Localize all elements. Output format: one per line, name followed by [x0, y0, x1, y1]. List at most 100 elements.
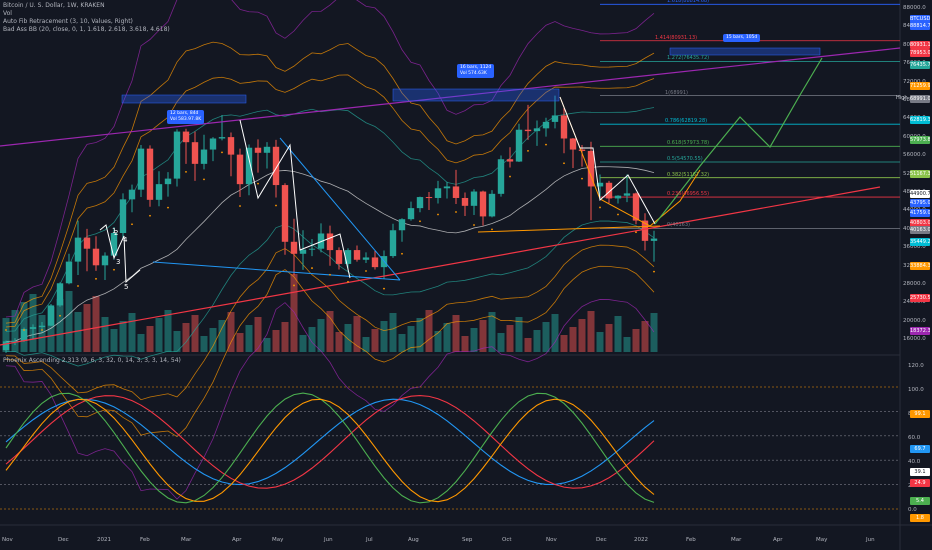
volume-bar	[533, 330, 541, 352]
trendline-orange	[477, 225, 661, 233]
candle-body	[200, 149, 208, 164]
box-1-line-1: 12 bars, 84d	[170, 111, 199, 116]
sar-dot	[653, 270, 655, 273]
price-tag: 35449.2	[910, 238, 930, 246]
candle-body	[65, 261, 73, 284]
sar-dot	[293, 284, 295, 287]
bollinger-band	[5, 166, 655, 342]
candle-body	[164, 178, 172, 185]
candle-body	[371, 257, 379, 268]
legend-fib[interactable]: Auto Fib Retracement (3, 10, Values, Rig…	[3, 18, 133, 25]
candle-body	[605, 182, 613, 199]
volume-bar	[497, 333, 505, 352]
volume-bar	[308, 327, 316, 352]
trendline-blue-2	[279, 137, 401, 281]
volume-bar	[416, 318, 424, 352]
candle-body	[38, 325, 46, 328]
price-tag: 1.8	[910, 514, 930, 522]
volume-bar	[335, 332, 343, 352]
volume-bar	[254, 317, 262, 352]
candle-body	[47, 305, 55, 326]
time-axis-label: Jun	[324, 537, 333, 543]
oscillator-axis-label: 0.0	[908, 507, 917, 513]
legend-oscillator[interactable]: Phoenix Ascending 2.313 (9, 6, 3, 32, 0,…	[3, 357, 181, 364]
volume-bar	[317, 319, 325, 352]
volume-bar	[173, 331, 181, 352]
fib-level-label: 0.236(46956.55)	[667, 191, 710, 198]
bollinger-band	[5, 299, 655, 500]
box-2-line-2: Vol 574.63K	[460, 71, 487, 76]
wave-label-4: 4	[123, 236, 128, 244]
volume-bar	[245, 325, 253, 352]
volume-bar	[542, 322, 550, 352]
candle-body	[128, 189, 136, 200]
legend-symbol[interactable]: Bitcoin / U. S. Dollar, 1W, KRAKEN	[3, 2, 105, 9]
time-axis-label: Mar	[731, 537, 742, 543]
volume-bar	[191, 315, 199, 352]
time-axis-label: Oct	[502, 537, 512, 543]
sar-dot	[77, 285, 79, 287]
legend-bb[interactable]: Bad Ass BB (20, close, 0, 1, 1.618, 2.61…	[3, 26, 170, 33]
volume-bar	[479, 320, 487, 352]
oscillator-series	[5, 398, 655, 486]
volume-bar	[362, 337, 370, 352]
legend-vol[interactable]: Vol	[3, 10, 12, 17]
range-box-label-1: 12 bars, 84d Vol 583.97.8K	[167, 110, 205, 124]
volume-bar	[605, 324, 613, 352]
candle-body	[2, 341, 10, 351]
range-box-1	[121, 94, 247, 104]
bollinger-band	[5, 0, 655, 318]
candle-body	[11, 340, 19, 342]
volume-bar	[38, 315, 46, 352]
price-tag: 43795.0	[910, 199, 930, 207]
time-axis-label: Sep	[462, 537, 473, 543]
candle-body	[56, 283, 64, 306]
time-axis-label: Aug	[408, 537, 419, 543]
candle-body	[524, 129, 532, 132]
candle-body	[263, 146, 271, 153]
candle-body	[272, 146, 280, 186]
volume-bar	[389, 313, 397, 352]
price-tag: 71259.9	[910, 82, 930, 90]
fib-level-label: 0.5(54570.55)	[667, 156, 703, 162]
volume-bar	[614, 316, 622, 352]
time-axis-label: Jul	[366, 537, 373, 543]
oscillator-area	[0, 380, 900, 510]
volume-bar	[227, 312, 235, 352]
candle-body	[515, 129, 523, 162]
candle-body	[506, 159, 514, 162]
candle-body	[497, 159, 505, 194]
volume-bar	[524, 338, 532, 352]
volume-bar	[218, 320, 226, 352]
candle-body	[641, 220, 649, 241]
oscillator-axis-label: 40.0	[908, 459, 921, 465]
volume-bar	[569, 327, 577, 352]
volume-bar	[353, 316, 361, 352]
time-axis-label: 2022	[634, 537, 648, 543]
volume-bar	[290, 274, 298, 352]
range-box-2	[392, 88, 560, 102]
sar-dot	[167, 206, 169, 209]
candle-body	[101, 255, 109, 266]
candle-body	[299, 249, 307, 254]
time-axis-label: Apr	[773, 537, 783, 543]
bollinger-band	[5, 244, 655, 401]
candle-body	[254, 147, 262, 153]
volume-bar	[146, 326, 154, 352]
price-tag: 80931.1	[910, 41, 930, 49]
volume-bar	[281, 322, 289, 352]
volume-bar	[587, 311, 595, 352]
sar-dot	[383, 287, 385, 290]
candle-body	[551, 115, 559, 122]
candle-body	[209, 138, 217, 150]
volume-bar	[641, 321, 649, 352]
volume-bar	[74, 312, 82, 352]
candle-body	[650, 238, 658, 241]
time-axis-label: 2021	[97, 537, 111, 543]
sar-dot	[365, 270, 367, 272]
price-tag: 44900.7	[910, 190, 930, 198]
volume-bar	[380, 321, 388, 352]
candle-body	[353, 250, 361, 260]
